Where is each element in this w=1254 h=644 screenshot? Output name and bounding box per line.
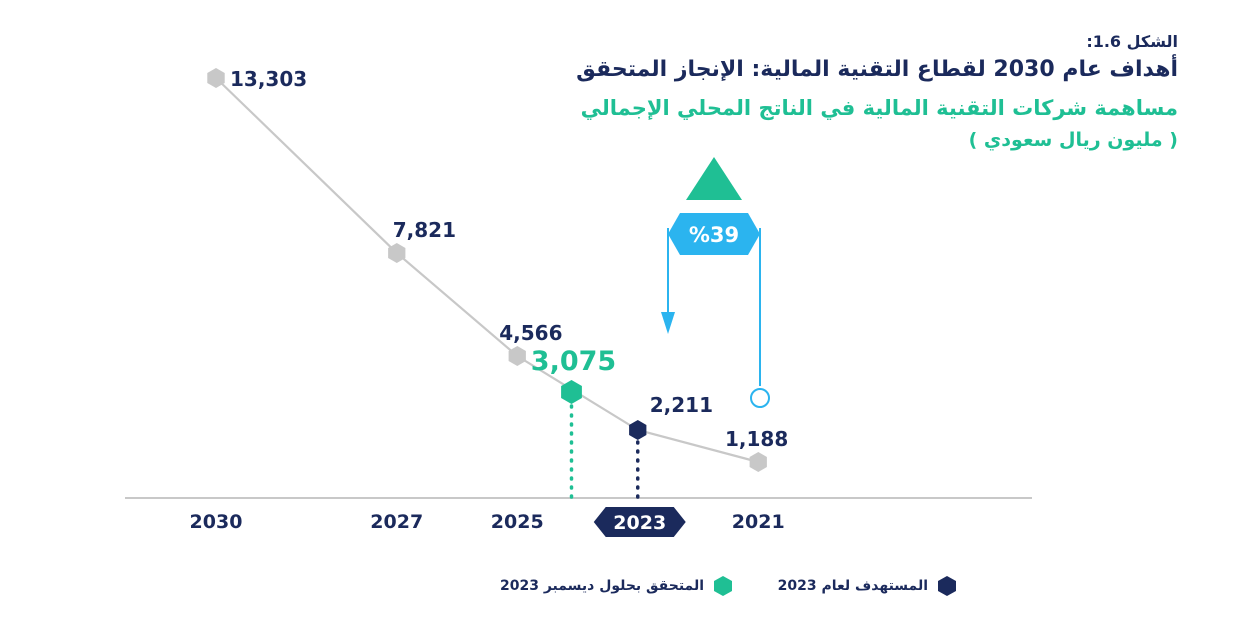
value-label-2025: 4,566 bbox=[499, 321, 562, 345]
growth-badge bbox=[668, 213, 760, 255]
connector-start-circle bbox=[750, 388, 770, 408]
actual-2023-point bbox=[561, 380, 582, 404]
legend-actual-icon bbox=[714, 576, 732, 596]
legend-actual-label: المتحقق بحلول ديسمبر 2023 bbox=[499, 578, 704, 594]
value-label-2030: 13,303 bbox=[230, 67, 307, 91]
legend-target-label: المستهدف لعام 2023 bbox=[777, 578, 928, 594]
highlight-tick-badge bbox=[593, 507, 686, 537]
x-tick-2030: 2030 bbox=[190, 511, 243, 533]
chart-subtitle: مساهمة شركات التقنية المالية في الناتج ا… bbox=[580, 96, 1178, 120]
value-label-2027: 7,821 bbox=[393, 218, 456, 242]
unit-label: ( مليون ريال سعودي ) bbox=[968, 129, 1178, 151]
figure-label: الشكل 1.6: bbox=[1086, 32, 1178, 51]
growth-up-triangle bbox=[686, 157, 742, 200]
legend-target-icon bbox=[938, 576, 956, 596]
data-point-2021 bbox=[749, 452, 767, 472]
legend-target: المستهدف لعام 2023 bbox=[778, 576, 956, 596]
value-label-2023: 2,211 bbox=[650, 393, 713, 417]
x-tick-2025: 2025 bbox=[491, 511, 544, 533]
actual-2023-label: 3,075 bbox=[531, 346, 616, 377]
data-point-2027 bbox=[388, 243, 406, 263]
data-point-2023 bbox=[629, 420, 647, 440]
chart-titles: الشكل 1.6: أهداف عام 2030 لقطاع التقنية … bbox=[576, 30, 1178, 156]
growth-badge-label: %39 bbox=[689, 223, 739, 247]
chart-title: أهداف عام 2030 لقطاع التقنية المالية: ال… bbox=[576, 57, 1178, 82]
x-tick-2027: 2027 bbox=[370, 511, 423, 533]
legend-actual: المتحقق بحلول ديسمبر 2023 bbox=[500, 576, 732, 596]
data-point-2030 bbox=[207, 68, 225, 88]
x-tick-2021: 2021 bbox=[732, 511, 785, 533]
value-label-2021: 1,188 bbox=[725, 427, 788, 451]
x-tick-2023: 2023 bbox=[613, 512, 666, 534]
connector-arrow-head bbox=[661, 312, 675, 334]
data-point-2025 bbox=[508, 346, 526, 366]
